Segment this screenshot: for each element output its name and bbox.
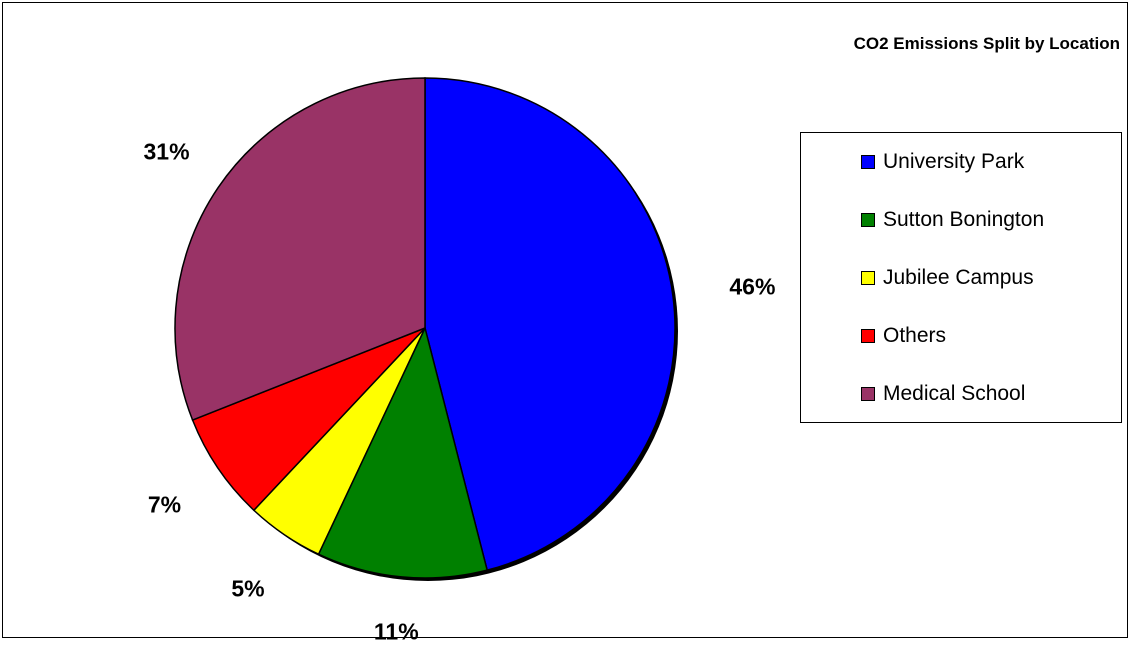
pie-slice-sutton-bonington [317, 325, 489, 579]
legend-label: Others [883, 324, 947, 347]
legend-swatch [861, 387, 875, 401]
slice-percent-label: 7% [147, 491, 182, 518]
legend-item: University Park [861, 148, 1024, 176]
legend-swatch [861, 213, 875, 227]
legend-label: Medical School [883, 382, 1026, 405]
slice-percent-label: 46% [729, 273, 776, 300]
slice-percent-label: 11% [373, 618, 419, 645]
pie-slice-others [191, 327, 426, 512]
chart-title: CO2 Emissions Split by Location [853, 34, 1120, 53]
legend-swatch [861, 155, 875, 169]
pie-slice-university-park [424, 77, 676, 572]
legend-item: Others [861, 322, 946, 350]
slice-percent-label: 5% [231, 575, 265, 602]
legend-label: University Park [883, 150, 1025, 173]
legend-swatch [861, 329, 875, 343]
chart-legend: University Park Sutton Bonington Jubilee… [800, 132, 1122, 423]
legend-item: Sutton Bonington [861, 206, 1044, 234]
slice-percent-label: 31% [143, 138, 190, 165]
legend-label: Jubilee Campus [883, 266, 1034, 289]
pie-slice-medical-school [174, 77, 426, 422]
legend-label: Sutton Bonington [883, 208, 1045, 231]
legend-item: Jubilee Campus [861, 264, 1034, 292]
legend-swatch [861, 271, 875, 285]
legend-item: Medical School [861, 380, 1025, 408]
